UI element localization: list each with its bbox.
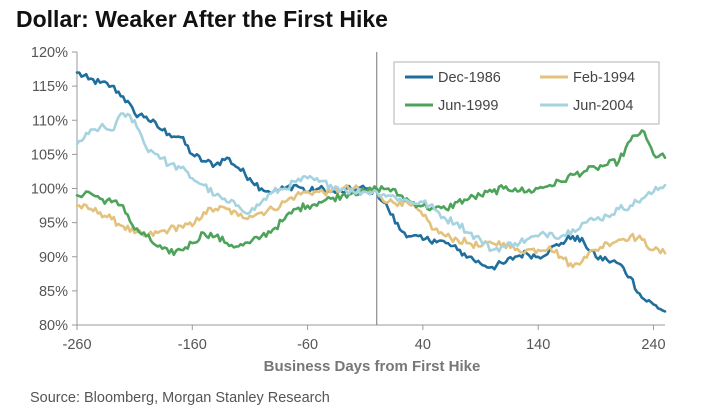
x-tick-label: -160: [178, 337, 207, 353]
legend-label: Feb-1994: [573, 70, 635, 86]
source-note: Source: Bloomberg, Morgan Stanley Resear…: [30, 390, 330, 406]
x-axis-title: Business Days from First Hike: [264, 358, 481, 375]
chart-axes: 80% 85% 90% 95% 100% 105% 110% 115% 120% -260 -160…: [31, 45, 666, 353]
chart-title: Dollar: Weaker After the First Hike: [16, 6, 388, 32]
y-tick-label: 115%: [32, 79, 68, 95]
y-tick-label: 85%: [39, 284, 68, 300]
y-tick-label: 120%: [31, 45, 68, 61]
x-tick-label: -60: [297, 337, 318, 353]
chart-legend: Dec-1986 Feb-1994 Jun-1999 Jun-2004: [393, 61, 660, 125]
y-tick-label: 100%: [31, 182, 68, 198]
y-tick-label: 90%: [39, 250, 68, 266]
y-tick-label: 105%: [31, 147, 68, 163]
legend-label: Jun-2004: [573, 98, 633, 114]
series-line-jun-2004: [75, 112, 667, 253]
y-tick-label: 95%: [39, 216, 68, 232]
legend-label: Jun-1999: [438, 98, 498, 114]
x-tick-label: 40: [415, 337, 431, 353]
legend-box: [393, 61, 660, 125]
series-line-feb-1994: [75, 184, 667, 269]
y-tick-label: 110%: [32, 113, 68, 129]
series-line-jun-1999: [75, 129, 667, 257]
x-tick-label: 140: [526, 337, 550, 353]
y-tick-label: 80%: [39, 318, 68, 334]
x-tick-label: 240: [641, 337, 665, 353]
series-lines: [75, 71, 667, 313]
x-tick-label: -260: [62, 337, 91, 353]
legend-label: Dec-1986: [438, 70, 501, 86]
